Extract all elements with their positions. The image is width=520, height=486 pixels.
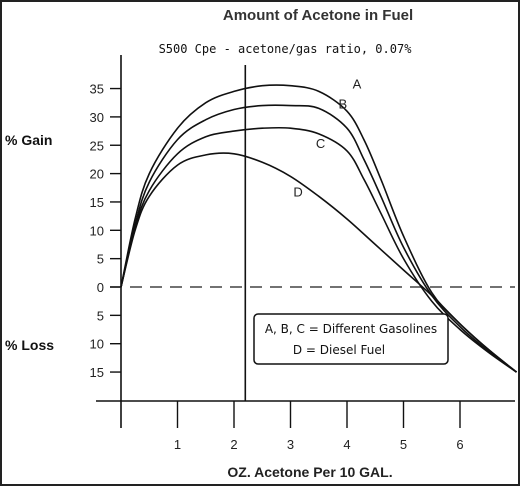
x-axis-label: OZ. Acetone Per 10 GAL. xyxy=(227,464,392,480)
y-tick-label: 5 xyxy=(97,308,104,323)
series-label-b: B xyxy=(339,96,348,111)
chart-subtitle: S500 Cpe - acetone/gas ratio, 0.07% xyxy=(159,42,413,56)
axes xyxy=(96,55,515,428)
curve-labels: AB C D xyxy=(293,77,361,200)
y-tick-label: 15 xyxy=(90,365,104,380)
chart-title: Amount of Acetone in Fuel xyxy=(223,7,413,24)
legend-line-gasolines: A, B, C = Different Gasolines xyxy=(265,322,437,336)
legend-box xyxy=(253,313,449,365)
legend-line-diesel: D = Diesel Fuel xyxy=(293,343,385,357)
legend: A, B, C = Different Gasolines D = Diesel… xyxy=(253,313,449,365)
y-tick-label: 35 xyxy=(90,82,104,97)
series-line-c xyxy=(120,126,517,373)
x-ticks: 1 2 3 4 5 6 xyxy=(174,401,464,452)
y-tick-label: 25 xyxy=(90,138,104,153)
y-ticks: 35 30 25 20 15 10 5 0 5 10 15 xyxy=(90,82,121,380)
gain-label: % Gain xyxy=(5,132,52,148)
y-tick-label: 30 xyxy=(90,110,104,125)
series-line-b xyxy=(120,104,517,373)
series-label-a: A xyxy=(353,77,362,92)
y-tick-label: 20 xyxy=(90,167,104,182)
series-label-c: C xyxy=(316,136,325,151)
x-tick-label: 5 xyxy=(400,437,407,452)
curves xyxy=(120,84,518,373)
series-line-d xyxy=(120,152,518,373)
y-tick-label: 10 xyxy=(90,337,104,352)
series-label-d: D xyxy=(293,184,302,199)
y-tick-label: 0 xyxy=(97,280,104,295)
x-tick-label: 2 xyxy=(230,437,237,452)
x-tick-label: 6 xyxy=(456,437,463,452)
y-tick-label: 10 xyxy=(90,223,104,238)
x-tick-label: 1 xyxy=(174,437,181,452)
loss-label: % Loss xyxy=(5,337,54,353)
y-tick-label: 15 xyxy=(90,195,104,210)
x-tick-label: 3 xyxy=(287,437,294,452)
x-tick-label: 4 xyxy=(343,437,350,452)
y-tick-label: 5 xyxy=(97,252,104,267)
